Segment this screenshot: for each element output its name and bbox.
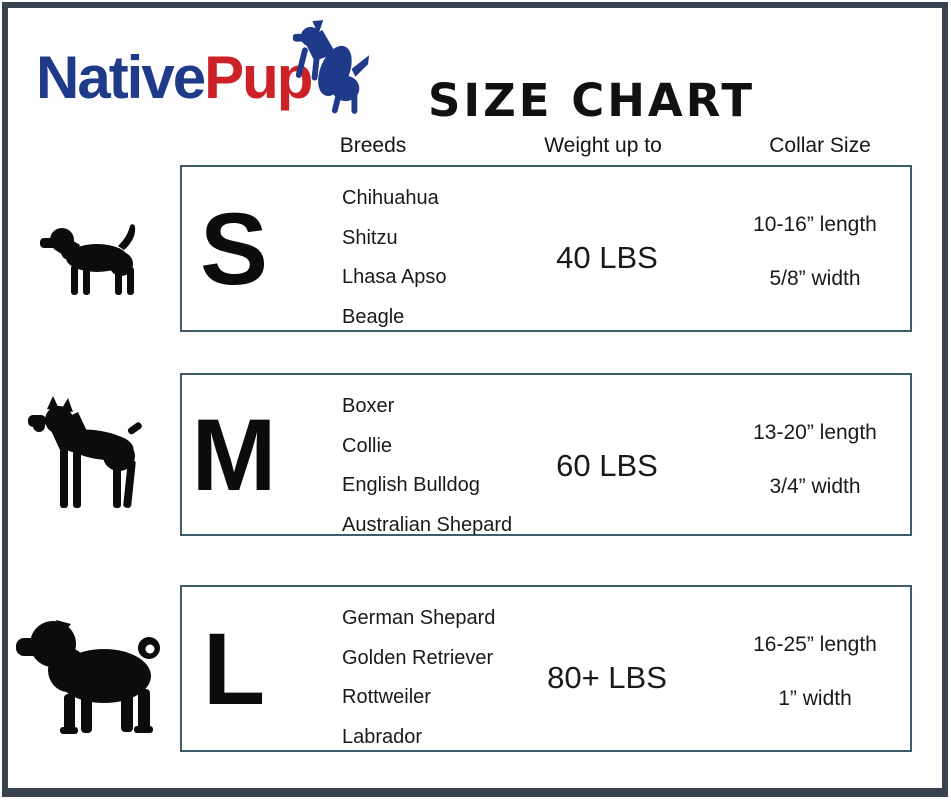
jumping-dog-icon [292, 20, 370, 114]
collar-length: 10-16” length [753, 213, 877, 236]
logo-text-native: Native [36, 44, 206, 111]
collar-width: 1” width [778, 687, 852, 710]
breed-item: Boxer [342, 395, 395, 418]
column-header-weight: Weight up to [544, 134, 662, 157]
breed-item: German Shepard [342, 607, 496, 630]
breed-item: Lhasa Apso [342, 266, 447, 289]
breed-item: Labrador [342, 725, 423, 748]
page-title: SIZE CHART [428, 74, 756, 127]
boxer-silhouette-icon [28, 396, 142, 508]
breed-list: German Shepard Golden Retriever Rottweil… [342, 599, 495, 757]
breed-item: Collie [342, 434, 393, 457]
breed-item: Australian Shepard [342, 513, 513, 536]
collar-length: 13-20” length [753, 421, 877, 444]
column-header-collar: Collar Size [769, 134, 871, 157]
weight-value: 60 LBS [556, 448, 658, 483]
breed-list: Boxer Collie English Bulldog Australian … [342, 387, 512, 545]
size-row-small: S Chihuahua Shitzu Lhasa Apso Beagle 40 … [180, 165, 912, 332]
collar-width: 5/8” width [769, 267, 861, 290]
collar-length: 16-25” length [753, 633, 877, 656]
breed-item: English Bulldog [342, 474, 480, 497]
breed-item: Beagle [342, 305, 405, 328]
size-letter: M [191, 397, 277, 512]
beagle-silhouette-icon [40, 224, 136, 295]
weight-value: 40 LBS [556, 240, 658, 275]
column-header-breeds: Breeds [339, 134, 407, 157]
collar-width: 3/4” width [769, 475, 861, 498]
breed-item: Rottweiler [342, 686, 431, 709]
sharpei-silhouette-icon [16, 620, 160, 734]
logo-text-pup: Pup [204, 44, 313, 111]
breed-item: Golden Retriever [342, 646, 494, 669]
size-row-medium: M Boxer Collie English Bulldog Australia… [180, 373, 912, 536]
size-letter: S [199, 191, 269, 306]
weight-value: 80+ LBS [547, 660, 667, 695]
breed-item: Shitzu [342, 226, 398, 249]
size-letter: L [202, 611, 266, 726]
nativepup-logo: NativePup [36, 48, 313, 108]
breed-list: Chihuahua Shitzu Lhasa Apso Beagle [342, 179, 447, 337]
breed-item: Chihuahua [342, 187, 439, 210]
size-row-large: L German Shepard Golden Retriever Rottwe… [180, 585, 912, 752]
